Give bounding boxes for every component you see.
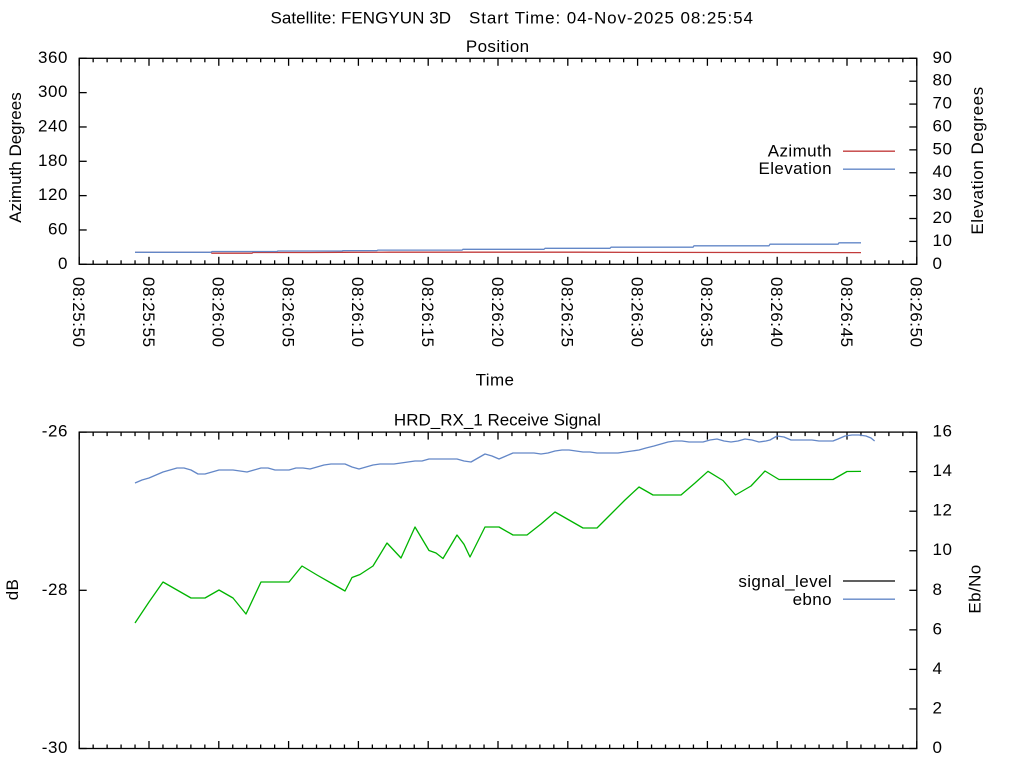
svg-text:signal_level: signal_level bbox=[738, 572, 832, 591]
svg-text:10: 10 bbox=[933, 231, 953, 250]
svg-text:08:26:50: 08:26:50 bbox=[907, 277, 926, 348]
svg-text:Eb/No: Eb/No bbox=[966, 564, 985, 613]
svg-text:08:26:45: 08:26:45 bbox=[837, 277, 856, 348]
svg-text:360: 360 bbox=[38, 48, 68, 67]
svg-text:08:26:40: 08:26:40 bbox=[767, 277, 786, 348]
svg-text:08:26:25: 08:26:25 bbox=[558, 277, 577, 348]
svg-text:08:26:15: 08:26:15 bbox=[418, 277, 437, 348]
svg-text:0: 0 bbox=[933, 738, 943, 757]
svg-text:80: 80 bbox=[933, 71, 953, 90]
svg-text:Time: Time bbox=[476, 371, 515, 390]
svg-text:dB: dB bbox=[3, 579, 22, 601]
svg-text:60: 60 bbox=[48, 220, 68, 239]
svg-text:Elevation: Elevation bbox=[758, 159, 832, 178]
svg-text:50: 50 bbox=[933, 139, 953, 158]
svg-text:-26: -26 bbox=[42, 422, 68, 441]
svg-text:20: 20 bbox=[933, 208, 953, 227]
svg-text:Start Time: 04-Nov-2025 08:25:: Start Time: 04-Nov-2025 08:25:54 bbox=[469, 9, 754, 28]
svg-text:Azimuth Degrees: Azimuth Degrees bbox=[6, 92, 25, 222]
svg-text:0: 0 bbox=[933, 254, 943, 273]
svg-text:08:26:35: 08:26:35 bbox=[697, 277, 716, 348]
svg-text:240: 240 bbox=[38, 117, 68, 136]
svg-text:08:26:05: 08:26:05 bbox=[278, 277, 297, 348]
svg-text:HRD_RX_1 Receive Signal: HRD_RX_1 Receive Signal bbox=[394, 411, 601, 430]
svg-text:14: 14 bbox=[933, 461, 953, 480]
svg-text:ebno: ebno bbox=[793, 590, 832, 609]
svg-text:4: 4 bbox=[933, 659, 943, 678]
svg-text:Satellite: FENGYUN 3D: Satellite: FENGYUN 3D bbox=[271, 9, 452, 28]
svg-text:Position: Position bbox=[466, 37, 530, 56]
svg-text:-30: -30 bbox=[42, 738, 68, 757]
svg-text:-28: -28 bbox=[42, 580, 68, 599]
svg-text:08:25:50: 08:25:50 bbox=[69, 277, 88, 348]
svg-text:300: 300 bbox=[38, 82, 68, 101]
svg-text:60: 60 bbox=[933, 117, 953, 136]
svg-text:70: 70 bbox=[933, 94, 953, 113]
svg-text:0: 0 bbox=[58, 254, 68, 273]
svg-text:6: 6 bbox=[933, 619, 943, 638]
svg-text:2: 2 bbox=[933, 699, 943, 718]
svg-text:08:25:55: 08:25:55 bbox=[139, 277, 158, 348]
svg-text:180: 180 bbox=[38, 151, 68, 170]
svg-text:08:26:20: 08:26:20 bbox=[488, 277, 507, 348]
svg-text:08:26:00: 08:26:00 bbox=[209, 277, 228, 348]
svg-text:10: 10 bbox=[933, 540, 953, 559]
svg-text:30: 30 bbox=[933, 185, 953, 204]
svg-text:08:26:30: 08:26:30 bbox=[627, 277, 646, 348]
svg-text:40: 40 bbox=[933, 162, 953, 181]
svg-text:Azimuth: Azimuth bbox=[768, 142, 832, 161]
svg-text:120: 120 bbox=[38, 185, 68, 204]
svg-text:12: 12 bbox=[933, 501, 953, 520]
svg-text:Elevation Degrees: Elevation Degrees bbox=[968, 86, 987, 234]
svg-text:8: 8 bbox=[933, 580, 943, 599]
svg-text:08:26:10: 08:26:10 bbox=[348, 277, 367, 348]
svg-text:90: 90 bbox=[933, 48, 953, 67]
svg-text:16: 16 bbox=[933, 422, 953, 441]
